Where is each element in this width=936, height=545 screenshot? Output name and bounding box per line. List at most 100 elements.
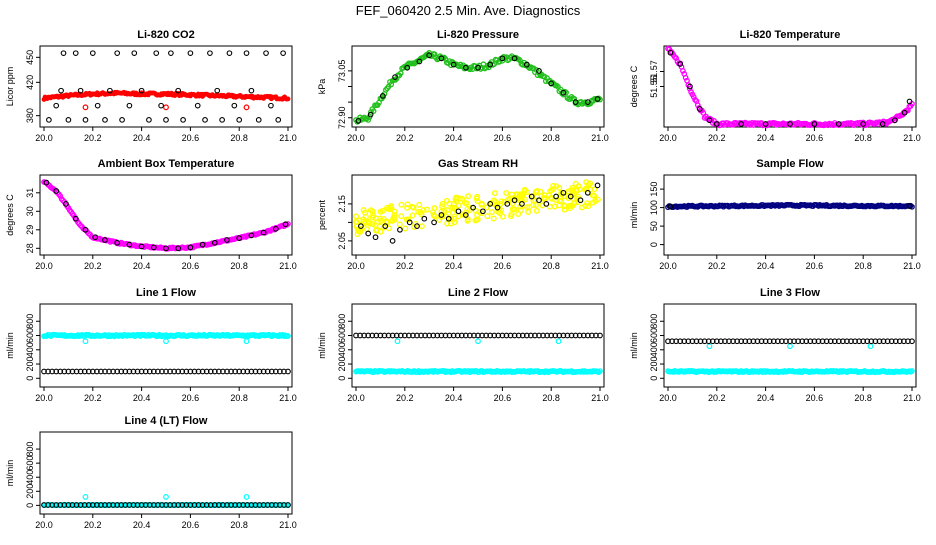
data-point (377, 223, 384, 230)
x-tick-label: 21.0 (591, 261, 609, 271)
y-tick-label: 150 (649, 182, 659, 197)
panel-title: Li-820 Pressure (437, 29, 519, 41)
y-tick-label: 800 (25, 314, 35, 329)
data-point (365, 117, 372, 123)
y-tick-label: 200 (25, 357, 35, 372)
x-tick-label: 21.0 (903, 133, 921, 143)
panel-title: Gas Stream RH (438, 158, 518, 170)
data-point (444, 220, 451, 227)
x-tick-label: 20.8 (854, 261, 872, 271)
series-green (353, 49, 603, 125)
data-point (187, 50, 194, 57)
outlier-point (163, 338, 169, 345)
data-point (533, 207, 540, 214)
data-point (268, 102, 274, 109)
series-black (43, 179, 289, 252)
y-axis-label: ml/min (629, 202, 639, 229)
data-point (444, 207, 451, 214)
y-tick-label: 30 (25, 206, 35, 216)
data-point (382, 223, 389, 229)
data-point (431, 219, 437, 226)
series-black (665, 338, 915, 345)
data-point (439, 200, 446, 207)
data-point (536, 197, 542, 204)
y-axis-label: ml/min (317, 332, 327, 359)
data-point (391, 208, 398, 215)
x-tick-label: 20.8 (230, 520, 248, 530)
data-point (403, 216, 410, 223)
x-tick-label: 21.0 (279, 261, 297, 271)
data-point (402, 225, 409, 232)
data-point (353, 218, 360, 225)
panel-title: Ambient Box Temperature (98, 158, 235, 170)
data-point (455, 202, 462, 209)
data-point (561, 203, 568, 210)
data-point (378, 218, 385, 225)
panel-line1: Line 1 Flow 20.0 20.2 20.4 20.6 20.8 21.0 0 2004… (5, 287, 297, 403)
x-tick-label: 20.0 (35, 133, 53, 143)
y-axis-label: Licor ppm (5, 67, 15, 107)
outlier-point (82, 338, 89, 345)
data-point (417, 209, 424, 216)
data-point (462, 64, 469, 71)
y-tick-label: 100 (649, 200, 659, 215)
panel-title: Line 4 (LT) Flow (125, 415, 208, 427)
y-tick-label: 72.90 (337, 106, 347, 129)
data-point (410, 204, 417, 211)
data-point (53, 102, 60, 109)
panel-sampleflow: Sample Flow 20.0 20.2 20.4 20.6 20.8 21.0 0 50 10… (629, 158, 921, 271)
panel-title: Line 2 Flow (448, 287, 508, 299)
data-point (597, 368, 603, 374)
x-tick-label: 20.0 (35, 520, 53, 530)
x-tick-label: 20.2 (84, 261, 102, 271)
x-tick-label: 20.0 (35, 261, 53, 271)
data-point (592, 198, 599, 205)
series-magenta (41, 179, 291, 252)
x-tick-label: 20.6 (182, 393, 200, 403)
data-point (414, 223, 420, 229)
data-point (405, 216, 412, 223)
data-point (522, 196, 529, 203)
data-point (421, 215, 428, 222)
data-point (272, 226, 279, 232)
y-tick-label: 2.15 (337, 195, 347, 213)
data-point (787, 121, 793, 127)
y-tick-label: 400 (337, 342, 347, 357)
data-point (131, 50, 138, 57)
data-point (473, 195, 480, 202)
data-point (860, 121, 867, 127)
x-tick-label: 20.8 (230, 133, 248, 143)
data-point (499, 55, 506, 62)
x-tick-label: 20.2 (84, 393, 102, 403)
y-tick-label: 200 (649, 357, 659, 372)
data-point (667, 49, 674, 56)
data-point (358, 223, 364, 229)
data-point (597, 332, 603, 339)
x-tick-label: 21.0 (591, 133, 609, 143)
y-tick-label: 800 (337, 314, 347, 329)
data-point (906, 98, 913, 105)
y-tick-label: 200 (25, 484, 35, 499)
data-point (102, 116, 108, 123)
series-cyan (665, 343, 915, 376)
outlier-point (82, 104, 89, 111)
data-point (392, 74, 398, 80)
panel-title: Li-820 CO2 (137, 29, 194, 41)
x-tick-label: 20.2 (84, 520, 102, 530)
data-point (560, 189, 567, 196)
outlier-point (163, 494, 169, 500)
data-point (409, 212, 416, 219)
y-tick-label: 450 (25, 50, 35, 65)
data-point (499, 213, 506, 220)
data-point (483, 204, 490, 211)
x-tick-label: 20.8 (542, 393, 560, 403)
data-point (248, 232, 255, 239)
series-yellow (353, 179, 601, 238)
x-tick-label: 20.0 (659, 261, 677, 271)
plot-frame (663, 174, 917, 256)
y-tick-label: 31 (25, 188, 35, 198)
panel-title: Li-820 Temperature (740, 29, 841, 41)
x-tick-label: 20.6 (182, 520, 200, 530)
data-point (478, 201, 485, 208)
data-point (175, 87, 182, 94)
